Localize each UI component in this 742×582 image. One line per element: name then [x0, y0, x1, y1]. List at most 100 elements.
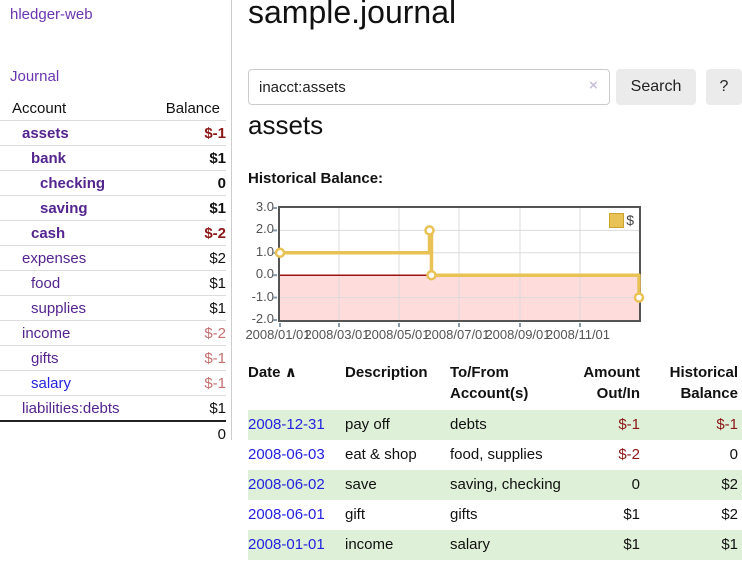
- y-tick-label: 0.0: [255, 266, 274, 282]
- account-balance: $1: [150, 270, 226, 296]
- account-link-salary[interactable]: salary: [31, 374, 72, 392]
- account-balance: $1: [150, 145, 226, 171]
- transaction-accounts: gifts: [450, 506, 478, 523]
- account-row-liabilities-debts: liabilities:debts $1: [0, 396, 226, 422]
- account-row-food: food $1: [0, 270, 226, 296]
- transaction-date-link[interactable]: 2008-12-31: [248, 416, 325, 433]
- account-link-bank[interactable]: bank: [31, 149, 67, 167]
- account-link-checking[interactable]: checking: [40, 174, 106, 192]
- account-heading: assets: [248, 110, 324, 140]
- chart-title: Historical Balance:: [248, 170, 384, 187]
- transaction-accounts: saving, checking: [450, 470, 572, 500]
- account-row-saving: saving $1: [0, 195, 226, 221]
- app-title-link[interactable]: hledger-web: [10, 6, 93, 23]
- transaction-balance: $2: [721, 506, 738, 523]
- transaction-date-link[interactable]: 2008-01-01: [248, 536, 325, 553]
- legend-label: $: [626, 212, 634, 228]
- account-row-checking: checking 0: [0, 170, 226, 196]
- transaction-amount: $1: [572, 530, 644, 560]
- page-title: sample.journal: [248, 0, 457, 30]
- search-button[interactable]: Search: [616, 69, 696, 105]
- transaction-accounts: food, supplies: [450, 446, 543, 463]
- account-link-assets[interactable]: assets: [22, 124, 69, 142]
- account-link-cash[interactable]: cash: [31, 224, 66, 242]
- x-tick-label: 2008/05/01: [364, 327, 430, 342]
- transaction-balance: $-1: [644, 410, 742, 440]
- accounts-header-account: Account: [0, 96, 151, 121]
- register-header-row: Date ∧ Description To/From Account(s) Am…: [248, 358, 742, 410]
- transaction-date-link[interactable]: 2008-06-02: [248, 476, 325, 493]
- transaction-accounts: debts: [450, 410, 572, 440]
- transaction-accounts: salary: [450, 530, 572, 560]
- transaction-description: pay off: [345, 410, 450, 440]
- accounts-header-balance: Balance: [150, 96, 226, 121]
- register-row: 2008-12-31 pay off debts $-1 $-1: [248, 410, 742, 440]
- x-tick-label: 2008/03/01: [304, 327, 370, 342]
- account-row-supplies: supplies $1: [0, 295, 226, 321]
- search-form: × Search ?: [248, 69, 742, 105]
- y-tick-label: 2.0: [255, 221, 274, 237]
- register-header-balance: Historical Balance: [669, 364, 738, 402]
- x-tick-label: 2008/07/01: [424, 327, 490, 342]
- account-row-income: income $-2: [0, 320, 226, 346]
- chart-canvas: [273, 207, 645, 327]
- register-row: 2008-06-01 gift gifts $1 $2: [248, 500, 742, 530]
- sidebar: hledger-web Journal Account Balance asse…: [0, 0, 232, 446]
- register-table: Date ∧ Description To/From Account(s) Am…: [248, 358, 742, 560]
- account-row-bank: bank $1: [0, 145, 226, 171]
- y-tick-label: -1.0: [251, 288, 274, 304]
- register-row: 2008-06-03 eat & shop food, supplies $-2…: [248, 440, 742, 470]
- historical-balance-chart: 3.0 2.0 1.0 0.0 -1.0 -2.0 $ 2008/01/01 2008/03…: [245, 196, 668, 344]
- transaction-description: gift: [345, 506, 366, 523]
- account-balance: $-2: [150, 220, 226, 246]
- main-content: sample.journal × Search ? assets Histori…: [245, 0, 742, 582]
- x-tick-label: 2008/11/01: [545, 327, 611, 342]
- accounts-table: Account Balance assets $-1 bank $1 check…: [0, 96, 226, 446]
- account-row-cash: cash $-2: [0, 220, 226, 246]
- account-balance: $-1: [150, 120, 226, 146]
- sidebar-item-journal[interactable]: Journal: [10, 68, 60, 85]
- account-link-saving[interactable]: saving: [40, 199, 88, 217]
- transaction-balance: $2: [644, 470, 742, 500]
- account-balance: $-1: [150, 370, 226, 396]
- search-input[interactable]: [248, 69, 610, 105]
- transaction-description: eat & shop: [345, 446, 417, 463]
- transaction-amount: 0: [572, 470, 644, 500]
- account-row-expenses: expenses $2: [0, 245, 226, 271]
- transaction-description: income: [345, 530, 450, 560]
- account-link-gifts[interactable]: gifts: [31, 349, 59, 367]
- accounts-header-row: Account Balance: [0, 96, 226, 121]
- accounts-total-value: 0: [150, 420, 226, 446]
- account-balance: $-2: [150, 320, 226, 346]
- transaction-description: save: [345, 470, 450, 500]
- register-header-date[interactable]: Date ∧: [248, 364, 297, 381]
- transaction-amount: $-1: [572, 410, 644, 440]
- transaction-balance: $1: [644, 530, 742, 560]
- register-row: 2008-01-01 income salary $1 $1: [248, 530, 742, 560]
- account-balance: $-1: [150, 345, 226, 371]
- account-balance: $2: [150, 245, 226, 271]
- register-row: 2008-06-02 save saving, checking 0 $2: [248, 470, 742, 500]
- account-link-food[interactable]: food: [31, 274, 61, 292]
- register-header-accounts: To/From Account(s): [450, 364, 529, 402]
- y-tick-label: -2.0: [251, 311, 274, 326]
- transaction-amount: $-2: [618, 446, 640, 463]
- account-balance: $1: [209, 399, 226, 417]
- account-link-income[interactable]: income: [22, 324, 71, 342]
- sort-asc-icon: ∧: [284, 364, 297, 381]
- account-link-expenses[interactable]: expenses: [22, 249, 87, 267]
- x-tick-label: 2008/09/01: [485, 327, 551, 342]
- transaction-date-link[interactable]: 2008-06-03: [248, 446, 325, 463]
- legend-swatch-icon: [609, 212, 625, 228]
- help-button[interactable]: ?: [706, 69, 742, 105]
- account-link-supplies[interactable]: supplies: [31, 299, 87, 317]
- transaction-date-link[interactable]: 2008-06-01: [248, 506, 325, 523]
- x-tick-label: 2008/01/01: [245, 327, 311, 342]
- account-link-liabilities-debts[interactable]: liabilities:debts: [22, 399, 120, 417]
- account-balance: 0: [150, 170, 226, 196]
- chart-legend: $: [607, 211, 636, 229]
- register-header-amount: Amount Out/In: [583, 364, 640, 402]
- register-header-description: Description: [345, 364, 428, 381]
- clear-search-icon[interactable]: ×: [589, 77, 598, 94]
